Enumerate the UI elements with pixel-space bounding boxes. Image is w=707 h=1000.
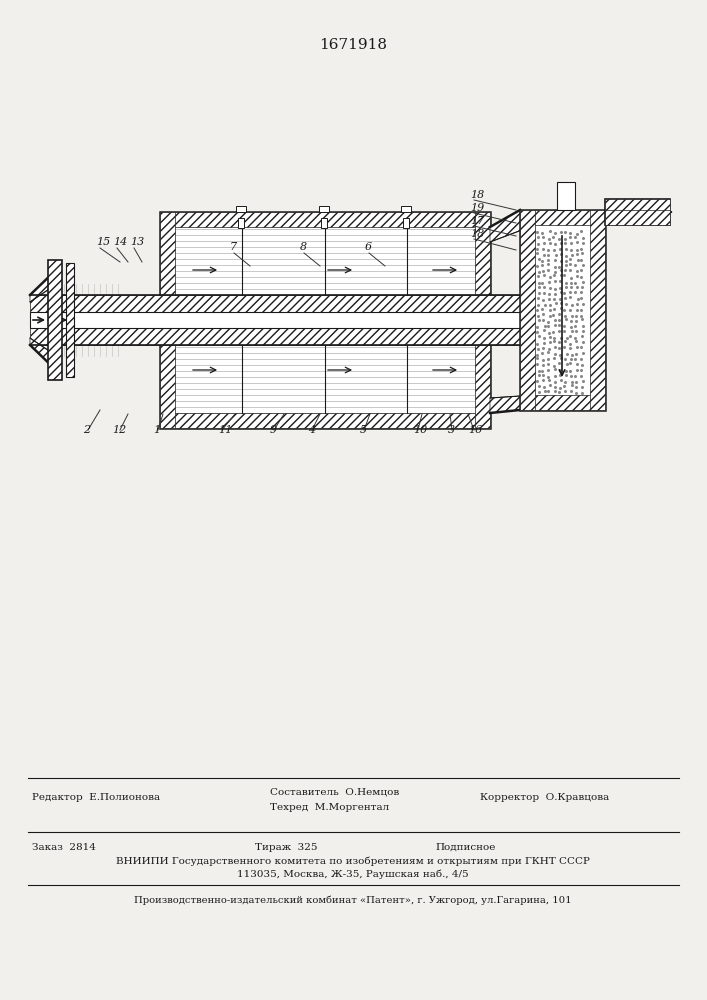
Text: 12: 12 bbox=[112, 425, 127, 435]
Text: Составитель  О.Немцов: Составитель О.Немцов bbox=[270, 788, 399, 796]
Polygon shape bbox=[490, 210, 535, 242]
Text: 1671918: 1671918 bbox=[319, 38, 387, 52]
Bar bbox=[238, 218, 244, 228]
Bar bbox=[475, 330, 490, 428]
Bar bbox=[160, 330, 490, 428]
Bar bbox=[30, 328, 530, 345]
Bar bbox=[605, 199, 670, 225]
Text: ВНИИПИ Государственного комитета по изобретениям и открытиям при ГКНТ СССР: ВНИИПИ Государственного комитета по изоб… bbox=[116, 856, 590, 866]
Bar bbox=[30, 295, 530, 312]
Bar bbox=[520, 210, 535, 410]
Bar bbox=[160, 413, 490, 428]
Bar bbox=[236, 206, 246, 212]
Bar bbox=[557, 182, 575, 210]
Text: 7: 7 bbox=[230, 242, 237, 252]
Bar bbox=[160, 295, 490, 310]
Text: 5: 5 bbox=[360, 425, 367, 435]
Bar bbox=[605, 199, 670, 214]
Bar bbox=[321, 218, 327, 228]
Text: 2: 2 bbox=[83, 425, 90, 435]
Bar bbox=[401, 206, 411, 212]
Text: 8: 8 bbox=[300, 242, 307, 252]
Bar bbox=[160, 212, 490, 227]
Bar bbox=[48, 260, 62, 380]
Text: 19: 19 bbox=[470, 203, 484, 213]
Text: 3: 3 bbox=[448, 425, 455, 435]
Text: Производственно-издательский комбинат «Патент», г. Ужгород, ул.Гагарина, 101: Производственно-издательский комбинат «П… bbox=[134, 895, 572, 905]
Text: 13: 13 bbox=[130, 237, 144, 247]
Bar bbox=[520, 395, 605, 410]
Text: Редактор  Е.Полионова: Редактор Е.Полионова bbox=[32, 794, 160, 802]
Text: 14: 14 bbox=[113, 237, 127, 247]
Text: Тираж  325: Тираж 325 bbox=[255, 842, 317, 852]
Text: 113035, Москва, Ж-35, Раушская наб., 4/5: 113035, Москва, Ж-35, Раушская наб., 4/5 bbox=[237, 869, 469, 879]
Text: 18: 18 bbox=[470, 190, 484, 200]
Bar bbox=[30, 312, 530, 328]
Bar bbox=[590, 210, 605, 410]
Bar bbox=[319, 206, 329, 212]
Bar bbox=[160, 330, 490, 345]
Bar bbox=[66, 263, 74, 377]
Bar bbox=[403, 218, 409, 228]
Polygon shape bbox=[30, 268, 58, 302]
Bar bbox=[520, 210, 605, 410]
Bar bbox=[520, 210, 605, 225]
Bar bbox=[160, 330, 175, 428]
Text: Заказ  2814: Заказ 2814 bbox=[32, 842, 96, 852]
Text: 11: 11 bbox=[218, 425, 233, 435]
Bar bbox=[160, 212, 175, 310]
Text: 15: 15 bbox=[96, 237, 110, 247]
Text: 9: 9 bbox=[270, 425, 277, 435]
Bar bbox=[475, 212, 490, 310]
Bar bbox=[160, 212, 490, 310]
Polygon shape bbox=[490, 395, 535, 413]
Text: Техред  М.Моргентал: Техред М.Моргентал bbox=[270, 802, 390, 812]
Text: 6: 6 bbox=[365, 242, 372, 252]
Bar bbox=[605, 210, 670, 225]
Text: 16: 16 bbox=[468, 425, 482, 435]
Text: 18: 18 bbox=[470, 229, 484, 239]
Text: 1: 1 bbox=[153, 425, 160, 435]
Polygon shape bbox=[30, 338, 58, 372]
Text: Корректор  О.Кравцова: Корректор О.Кравцова bbox=[480, 794, 609, 802]
Text: 4: 4 bbox=[308, 425, 315, 435]
Text: Подписное: Подписное bbox=[435, 842, 496, 852]
Text: 17: 17 bbox=[470, 216, 484, 226]
Text: 10: 10 bbox=[413, 425, 427, 435]
